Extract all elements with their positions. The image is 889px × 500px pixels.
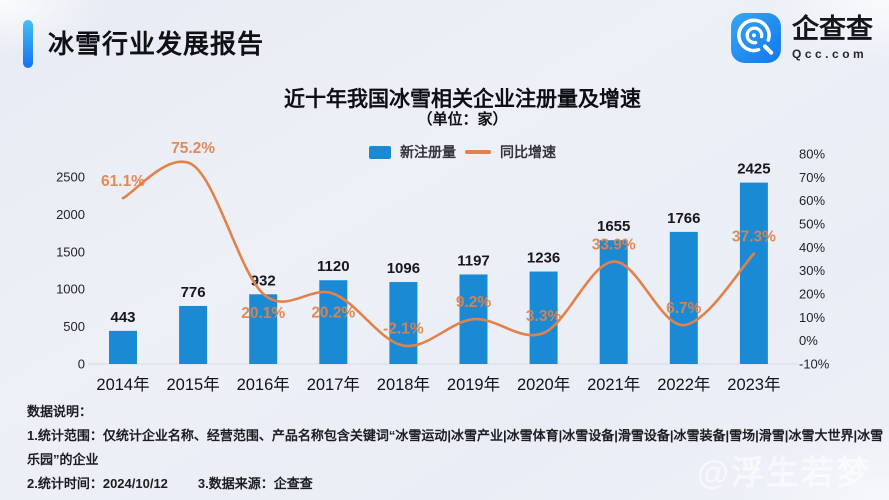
left-axis-tick-label: 1000 <box>56 282 85 297</box>
growth-value-label: 20.2% <box>311 305 355 322</box>
qcc-logo: 企查查 Qcc.com <box>730 12 873 64</box>
x-axis-label: 2016年 <box>237 375 290 394</box>
legend-bar-swatch <box>369 145 391 159</box>
legend-line-label: 同比增速 <box>500 144 556 160</box>
x-axis-label: 2017年 <box>307 375 360 394</box>
left-axis-tick-label: 0 <box>78 357 85 372</box>
bar <box>529 271 558 364</box>
x-axis-label: 2021年 <box>587 375 640 394</box>
legend-bar-label: 新注册量 <box>400 144 456 160</box>
bar <box>179 305 208 364</box>
x-axis-label: 2022年 <box>657 375 710 394</box>
x-axis-label: 2023年 <box>727 375 780 394</box>
right-axis-tick-label: 70% <box>799 170 825 185</box>
chart-subtitle: （单位：家） <box>417 111 508 128</box>
notes-heading: 数据说明： <box>27 404 93 419</box>
bar-value-label: 1197 <box>457 252 490 269</box>
right-axis-tick-label: 20% <box>799 287 825 302</box>
left-axis-tick-label: 2500 <box>56 170 85 185</box>
growth-value-label: -2.1% <box>383 321 424 338</box>
right-axis-tick-label: 50% <box>799 217 825 232</box>
bar <box>389 282 418 364</box>
bar-value-label: 1096 <box>387 260 420 277</box>
right-axis-tick-label: 0% <box>799 333 818 348</box>
x-axis-label: 2018年 <box>377 375 430 394</box>
x-axis-label: 2014年 <box>96 375 149 394</box>
right-axis-tick-label: 80% <box>799 147 825 162</box>
bar-value-label: 776 <box>181 284 206 301</box>
bar <box>669 231 698 364</box>
growth-line <box>121 160 756 348</box>
growth-value-label: 20.1% <box>241 305 285 322</box>
x-axis-label: 2020年 <box>517 375 570 394</box>
chart-legend: 新注册量 同比增速 <box>36 142 889 162</box>
data-notes: 数据说明： 1.统计范围：仅统计企业名称、经营范围、产品名称包含关键词“冰雪运动… <box>27 400 884 496</box>
notes-scope: 1.统计范围：仅统计企业名称、经营范围、产品名称包含关键词“冰雪运动|冰雪产业|… <box>27 427 884 467</box>
right-axis-tick-label: 10% <box>799 310 825 325</box>
legend-line-swatch <box>465 150 491 154</box>
qcc-logo-icon <box>731 13 781 63</box>
growth-value-label: 9.2% <box>456 294 492 311</box>
growth-value-label: 33.9% <box>592 237 636 254</box>
chart-title: 近十年我国冰雪相关企业注册量及增速 <box>284 88 641 111</box>
growth-value-label: 61.1% <box>101 173 145 190</box>
report-title: 冰雪行业发展报告 <box>48 29 265 59</box>
notes-time: 2.统计时间：2024/10/12 <box>27 475 168 491</box>
bar <box>249 294 278 364</box>
right-axis-tick-label: 60% <box>799 193 825 208</box>
growth-value-label: 75.2% <box>171 140 215 157</box>
x-axis-label: 2019年 <box>447 375 500 394</box>
bar <box>599 240 628 364</box>
x-axis-label: 2015年 <box>166 375 219 394</box>
bar-value-label: 1236 <box>527 250 560 267</box>
qcc-logo-domain: Qcc.com <box>792 46 868 61</box>
right-axis-tick-label: -10% <box>799 357 830 372</box>
bar-value-label: 1655 <box>597 218 630 235</box>
left-axis-tick-label: 1500 <box>56 244 85 259</box>
bar <box>739 182 768 364</box>
left-axis-tick-label: 2000 <box>56 207 85 222</box>
bar-value-label: 1766 <box>667 210 700 227</box>
right-axis-tick-label: 40% <box>799 240 825 255</box>
left-axis-tick-label: 500 <box>63 319 85 334</box>
qcc-logo-name: 企查查 <box>792 14 873 45</box>
notes-source: 3.数据来源：企查查 <box>197 475 313 491</box>
bar-value-label: 2425 <box>737 161 770 178</box>
qcc-logo-text: 企查查 Qcc.com <box>792 14 873 61</box>
bar <box>109 330 137 364</box>
header-accent-bar <box>23 20 33 68</box>
growth-value-label: 6.7% <box>666 300 702 317</box>
right-axis-tick-label: 30% <box>799 263 825 278</box>
bar-value-label: 1120 <box>317 258 350 275</box>
growth-value-label: 3.3% <box>526 308 562 325</box>
notes-meta: 2.统计时间：2024/10/12 3.数据来源：企查查 <box>27 472 884 496</box>
bar-value-label: 443 <box>110 309 135 326</box>
growth-value-label: 37.3% <box>732 229 776 246</box>
